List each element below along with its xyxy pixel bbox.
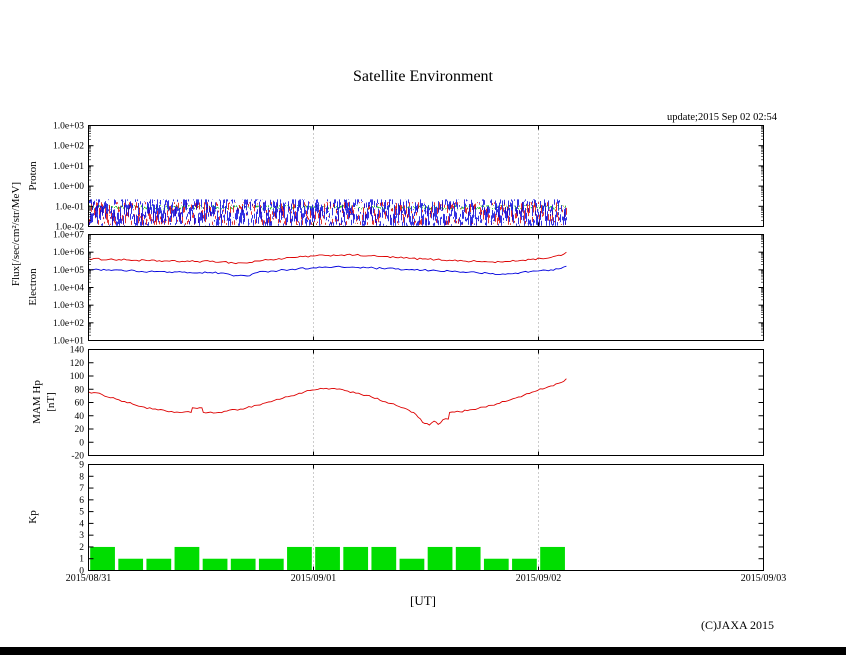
svg-text:1.0e+06: 1.0e+06 [53, 248, 84, 258]
electron-flux-chart: 1.0e+07 1.0e+06 1.0e+05 1.0e+04 1.0e+03 1.0e+… [53, 231, 764, 347]
bottom-black-bar [0, 647, 846, 655]
svg-text:1.0e-01: 1.0e-01 [55, 202, 84, 212]
x-tick-label-sep03: 2015/09/03 [740, 573, 787, 584]
svg-text:4: 4 [79, 519, 84, 529]
svg-text:7: 7 [79, 484, 84, 494]
svg-text:1.0e+02: 1.0e+02 [53, 319, 84, 329]
svg-text:20: 20 [75, 425, 85, 435]
svg-text:0: 0 [79, 438, 84, 448]
svg-text:140: 140 [70, 346, 85, 356]
page-title: Satellite Environment [353, 68, 493, 85]
x-tick-label-sep01: 2015/09/01 [290, 573, 337, 584]
svg-text:0: 0 [79, 567, 84, 577]
svg-text:1.0e+03: 1.0e+03 [53, 301, 84, 311]
x-tick-label-aug31: 2015/08/31 [65, 573, 112, 584]
svg-text:1.0e+01: 1.0e+01 [53, 162, 84, 172]
svg-text:2: 2 [79, 543, 84, 553]
svg-text:1.0e-02: 1.0e-02 [55, 223, 84, 233]
svg-text:-20: -20 [71, 452, 84, 462]
x-tick-label-sep02: 2015/09/02 [515, 573, 562, 584]
svg-text:80: 80 [75, 385, 85, 395]
svg-text:120: 120 [70, 359, 85, 369]
svg-text:60: 60 [75, 399, 85, 409]
svg-text:1.0e+07: 1.0e+07 [53, 231, 84, 241]
svg-text:9: 9 [79, 461, 84, 471]
svg-text:1.0e+05: 1.0e+05 [53, 266, 84, 276]
svg-text:1.0e+00: 1.0e+00 [53, 182, 84, 192]
svg-text:1.0e+04: 1.0e+04 [53, 284, 84, 294]
svg-text:8: 8 [79, 472, 84, 482]
copyright-text: (C)JAXA 2015 [700, 618, 774, 632]
svg-text:1: 1 [79, 555, 84, 565]
svg-text:40: 40 [75, 412, 85, 422]
svg-text:1.0e+01: 1.0e+01 [53, 337, 84, 347]
svg-text:100: 100 [70, 372, 85, 382]
proton-flux-chart: 1.0e+03 1.0e+02 1.0e+01 1.0e+00 1.0e-01 1.0e-… [53, 122, 764, 233]
svg-text:1.0e+02: 1.0e+02 [53, 142, 84, 152]
mam-hp-chart: 140 120 100 80 60 40 20 0 -20 [70, 346, 764, 462]
update-timestamp: update;2015 Sep 02 02:54 [667, 112, 777, 123]
svg-text:6: 6 [79, 496, 84, 506]
svg-text:3: 3 [79, 531, 84, 541]
x-axis-title: [UT] [410, 593, 436, 608]
svg-text:1.0e+03: 1.0e+03 [53, 122, 84, 132]
svg-text:5: 5 [79, 508, 84, 518]
